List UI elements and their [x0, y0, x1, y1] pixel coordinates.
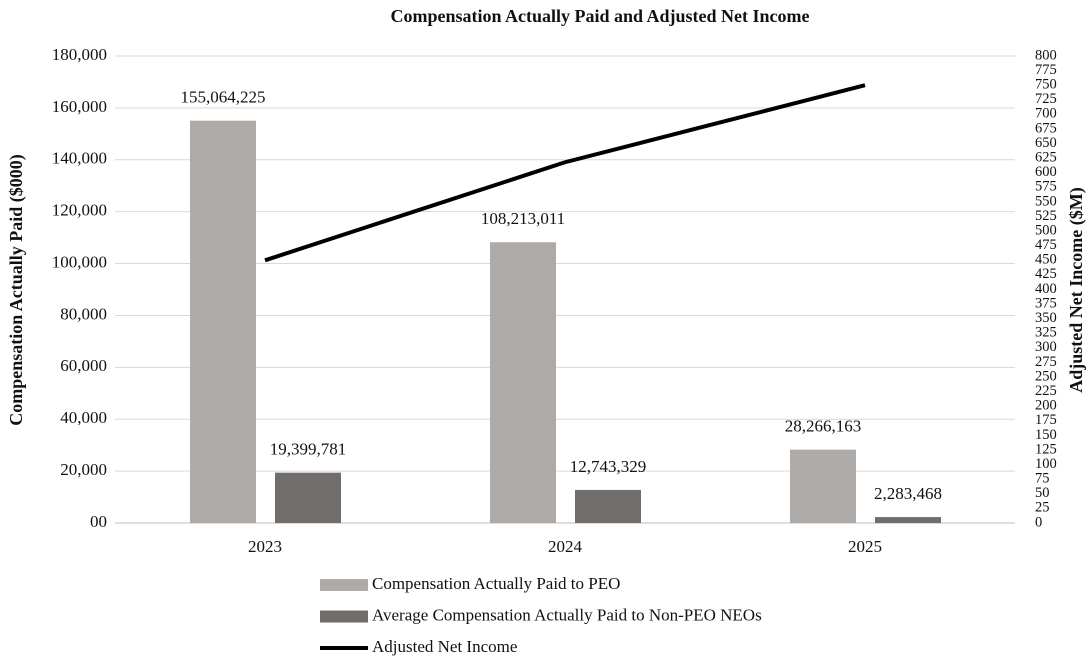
x-tick-label: 2024 [548, 537, 583, 556]
chart-title: Compensation Actually Paid and Adjusted … [390, 6, 809, 26]
y2-tick-label: 225 [1035, 383, 1057, 399]
bar [490, 242, 556, 523]
y2-tick-label: 575 [1035, 179, 1057, 195]
y-tick-label: 100,000 [52, 252, 107, 271]
y2-tick-label: 350 [1035, 310, 1057, 326]
y2-tick-label: 150 [1035, 427, 1057, 443]
y2-tick-label: 725 [1035, 91, 1057, 107]
y-tick-label: 00 [90, 512, 107, 531]
data-label: 28,266,163 [785, 417, 862, 436]
y2-tick-label: 675 [1035, 120, 1057, 136]
y2-tick-label: 450 [1035, 252, 1057, 268]
data-label: 12,743,329 [570, 457, 647, 476]
y-tick-label: 60,000 [60, 356, 107, 375]
y-tick-label: 40,000 [60, 408, 107, 427]
y2-tick-label: 600 [1035, 164, 1057, 180]
y2-tick-label: 0 [1035, 514, 1042, 530]
line [264, 83, 866, 263]
y2-tick-label: 650 [1035, 135, 1057, 151]
y-tick-label: 120,000 [52, 201, 107, 220]
y2-tick-label: 100 [1035, 456, 1057, 472]
legend-swatch [320, 579, 368, 591]
y2-tick-label: 775 [1035, 62, 1057, 78]
y-tick-label: 160,000 [52, 97, 107, 116]
y2-tick-label: 475 [1035, 237, 1057, 253]
y2-axis-label: Adjusted Net Income ($M) [1066, 187, 1087, 392]
y2-tick-label: 25 [1035, 500, 1050, 516]
y-tick-label: 20,000 [60, 460, 107, 479]
y-tick-label: 140,000 [52, 149, 107, 168]
data-label: 19,399,781 [270, 440, 347, 459]
y-tick-label: 180,000 [52, 45, 107, 64]
y2-tick-label: 325 [1035, 325, 1057, 341]
y2-tick-label: 400 [1035, 281, 1057, 297]
x-tick-label: 2025 [848, 537, 882, 556]
data-label: 2,283,468 [874, 484, 942, 503]
y2-tick-label: 300 [1035, 339, 1057, 355]
y2-tick-label: 375 [1035, 295, 1057, 311]
y2-tick-label: 700 [1035, 106, 1057, 122]
y2-tick-label: 50 [1035, 485, 1050, 501]
y2-tick-label: 275 [1035, 354, 1057, 370]
legend-label: Adjusted Net Income [372, 637, 517, 656]
y2-tick-label: 250 [1035, 368, 1057, 384]
bar [190, 120, 256, 523]
y2-tick-label: 200 [1035, 398, 1057, 414]
y2-tick-label: 175 [1035, 412, 1057, 428]
bar [275, 472, 341, 523]
y2-tick-label: 75 [1035, 471, 1050, 487]
y-axis-label: Compensation Actually Paid ($000) [6, 154, 27, 426]
data-label: 108,213,011 [481, 209, 565, 228]
bar [790, 449, 856, 523]
x-tick-label: 2023 [248, 537, 282, 556]
y-tick-label: 80,000 [60, 304, 107, 323]
y2-tick-label: 550 [1035, 193, 1057, 209]
data-label: 155,064,225 [181, 88, 266, 107]
bar [875, 517, 941, 523]
y2-tick-label: 125 [1035, 441, 1057, 457]
y2-tick-label: 425 [1035, 266, 1057, 282]
legend-label: Average Compensation Actually Paid to No… [372, 605, 762, 624]
y2-tick-label: 500 [1035, 222, 1057, 238]
legend-swatch [320, 610, 368, 623]
y2-tick-label: 525 [1035, 208, 1057, 224]
legend-label: Compensation Actually Paid to PEO [372, 574, 620, 593]
y2-tick-label: 800 [1035, 47, 1057, 63]
y2-tick-label: 625 [1035, 149, 1057, 165]
y2-tick-label: 750 [1035, 77, 1057, 93]
bar [575, 489, 641, 523]
